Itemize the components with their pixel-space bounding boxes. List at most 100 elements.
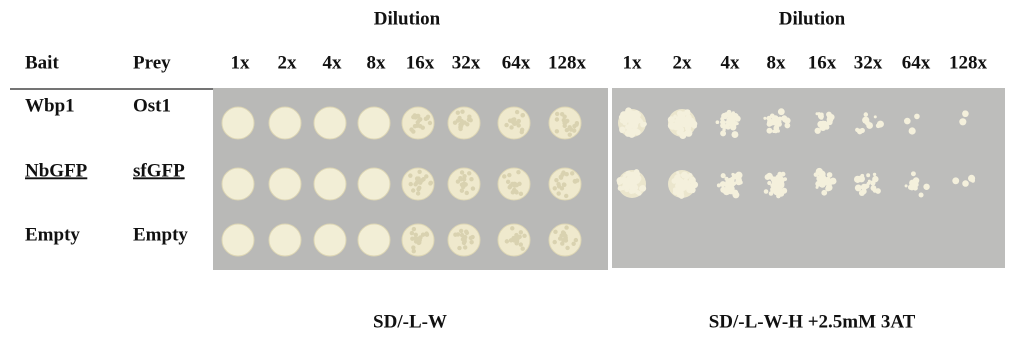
colony-spot bbox=[358, 107, 390, 139]
colony-grain bbox=[569, 127, 573, 131]
dilution-heading: Dilution bbox=[779, 8, 846, 29]
colony-grain bbox=[560, 173, 564, 177]
colony-dot bbox=[736, 122, 739, 125]
colony-dot bbox=[730, 122, 733, 125]
colony-grain bbox=[462, 182, 466, 186]
colony-spot bbox=[222, 107, 254, 139]
colony-dot bbox=[691, 121, 697, 127]
colony-dot bbox=[872, 176, 878, 182]
colony-grain bbox=[458, 127, 462, 131]
colony-grain bbox=[553, 240, 557, 244]
colony-grain bbox=[413, 124, 417, 128]
colony-grain bbox=[412, 227, 416, 231]
dilution-label: 2x bbox=[673, 52, 693, 73]
colony-grain bbox=[469, 177, 473, 181]
plate-label: SD/-L-W bbox=[373, 311, 447, 332]
colony-grain bbox=[519, 192, 523, 196]
bait-heading: Bait bbox=[25, 52, 59, 73]
colony-dot bbox=[716, 120, 720, 124]
colony-grain bbox=[512, 238, 516, 242]
dilution-label: 128x bbox=[548, 52, 587, 73]
colony-grain bbox=[507, 173, 511, 177]
colony-spot bbox=[269, 168, 301, 200]
bait-label: Wbp1 bbox=[25, 95, 75, 116]
colony-dot bbox=[781, 172, 786, 177]
colony-dot bbox=[771, 176, 777, 182]
colony-dot bbox=[640, 122, 646, 128]
colony-dot bbox=[770, 114, 775, 119]
colony-dot bbox=[909, 185, 914, 190]
colony-grain bbox=[463, 245, 467, 249]
plate-label: SD/-L-W-H +2.5mM 3AT bbox=[709, 311, 916, 332]
colony-dot bbox=[875, 188, 881, 194]
colony-dot bbox=[815, 112, 818, 115]
colony-spot bbox=[222, 168, 254, 200]
dilution-label: 64x bbox=[902, 52, 931, 73]
colony-dot bbox=[778, 108, 785, 115]
dilution-label: 1x bbox=[231, 52, 251, 73]
colony-dot bbox=[919, 192, 924, 197]
colony-grain bbox=[469, 240, 473, 244]
colony-dot bbox=[729, 115, 736, 122]
colony-dot bbox=[904, 118, 911, 125]
colony-grain bbox=[570, 171, 574, 175]
colony-dot bbox=[720, 181, 726, 187]
dilution-label: 32x bbox=[452, 52, 481, 73]
colony-grain bbox=[557, 184, 561, 188]
colony-grain bbox=[460, 170, 464, 174]
colony-dot bbox=[865, 186, 868, 189]
colony-grain bbox=[459, 177, 463, 181]
colony-dot bbox=[827, 172, 833, 178]
colony-grain bbox=[418, 117, 422, 121]
colony-dot bbox=[731, 131, 738, 138]
colony-grain bbox=[521, 113, 525, 117]
page: {"header": {"dilution_left": "Dilution",… bbox=[0, 0, 1014, 338]
colony-grain bbox=[562, 183, 566, 187]
colony-dot bbox=[820, 116, 824, 120]
colony-dot bbox=[821, 121, 825, 125]
dilution-label: 16x bbox=[406, 52, 435, 73]
colony-grain bbox=[429, 181, 433, 185]
colony-grain bbox=[519, 230, 523, 234]
prey-label: sfGFP bbox=[133, 160, 185, 181]
colony-dot bbox=[825, 122, 829, 126]
colony-dot bbox=[625, 124, 631, 130]
colony-dot bbox=[963, 111, 966, 114]
colony-dot bbox=[873, 173, 876, 176]
colony-grain bbox=[553, 230, 557, 234]
colony-dot bbox=[678, 114, 681, 117]
colony-spot bbox=[358, 224, 390, 256]
dilution-label: 32x bbox=[854, 52, 883, 73]
colony-dot bbox=[636, 117, 642, 123]
colony-dot bbox=[820, 182, 824, 186]
colony-grain bbox=[411, 115, 415, 119]
colony-grain bbox=[565, 246, 569, 250]
colony-dot bbox=[923, 184, 929, 190]
colony-dot bbox=[864, 112, 868, 116]
colony-dot bbox=[632, 128, 638, 134]
colony-dot bbox=[781, 115, 787, 121]
colony-grain bbox=[416, 191, 420, 195]
colony-grain bbox=[417, 170, 421, 174]
colony-dot bbox=[627, 183, 633, 189]
colony-grain bbox=[411, 188, 415, 192]
colony-grain bbox=[511, 190, 515, 194]
colony-dot bbox=[764, 189, 769, 194]
colony-grain bbox=[522, 234, 526, 238]
dilution-label: 8x bbox=[367, 52, 387, 73]
colony-dot bbox=[621, 180, 624, 183]
colony-grain bbox=[456, 232, 460, 236]
colony-grain bbox=[417, 240, 421, 244]
colony-dot bbox=[683, 172, 688, 177]
colony-dot bbox=[962, 180, 969, 187]
colony-grain bbox=[453, 121, 457, 125]
colony-dot bbox=[952, 177, 959, 184]
colony-dot bbox=[784, 123, 790, 129]
colony-spot bbox=[314, 107, 346, 139]
colony-dot bbox=[685, 180, 690, 185]
colony-grain bbox=[572, 124, 576, 128]
colony-grain bbox=[467, 115, 471, 119]
colony-dot bbox=[673, 188, 677, 192]
colony-dot bbox=[630, 188, 634, 192]
colony-grain bbox=[560, 112, 564, 116]
